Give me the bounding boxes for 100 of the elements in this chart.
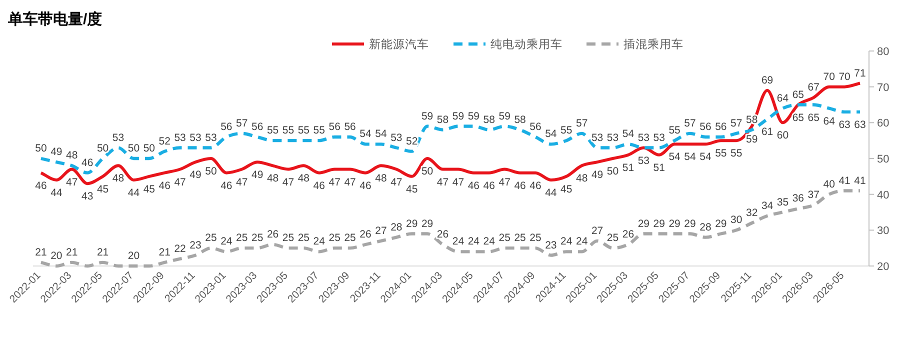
data-label: 24: [560, 236, 572, 248]
data-label: 25: [328, 232, 341, 244]
data-label: 29: [668, 218, 681, 230]
data-label: 29: [684, 218, 696, 230]
data-label: 45: [143, 183, 156, 196]
data-label: 54: [360, 128, 372, 140]
data-label: 53: [653, 132, 666, 144]
data-label: 55: [313, 124, 326, 137]
data-label: 32: [746, 207, 758, 219]
data-label: 47: [344, 176, 356, 188]
data-label: 36: [792, 192, 804, 205]
data-label: 56: [251, 121, 264, 133]
title: 单车带电量/度: [8, 11, 102, 28]
data-label: 50: [143, 142, 156, 154]
data-label: 46: [158, 180, 171, 192]
data-label: 30: [730, 214, 742, 226]
data-label: 55: [298, 124, 310, 137]
data-label: 55: [715, 148, 727, 160]
data-label: 45: [406, 183, 418, 196]
data-label: 49: [591, 169, 604, 182]
data-label: 22: [174, 242, 186, 255]
y-tick-label: 70: [877, 82, 890, 94]
data-label: 49: [190, 169, 202, 182]
data-label: 35: [776, 196, 789, 208]
y-tick-label: 30: [877, 225, 890, 238]
data-label: 26: [436, 228, 449, 240]
data-label: 64: [823, 115, 836, 128]
data-label: 59: [468, 110, 480, 122]
y-tick-label: 60: [877, 118, 890, 130]
data-label: 48: [266, 172, 279, 185]
data-label: 24: [452, 236, 464, 248]
data-label: 56: [700, 121, 712, 133]
data-label: 53: [638, 132, 650, 144]
data-label: 56: [220, 121, 232, 133]
data-label: 20: [50, 250, 62, 262]
data-label: 45: [96, 183, 109, 196]
data-label: 64: [776, 92, 789, 104]
data-label: 47: [328, 176, 341, 188]
data-label: 50: [421, 166, 434, 178]
data-label: 46: [483, 180, 496, 192]
data-label: 21: [35, 246, 47, 258]
data-label: 29: [421, 218, 434, 230]
data-label: 54: [668, 151, 681, 164]
data-label: 57: [684, 117, 696, 130]
data-label: 47: [66, 176, 78, 188]
data-label: 27: [375, 224, 387, 237]
data-label: 69: [761, 74, 774, 86]
data-label: 58: [514, 114, 526, 126]
data-label: 55: [282, 124, 294, 137]
data-label: 24: [313, 236, 326, 248]
data-label: 25: [344, 232, 356, 244]
data-label: 54: [545, 128, 557, 140]
data-label: 37: [808, 189, 820, 202]
data-label: 53: [205, 132, 217, 144]
data-label: 46: [468, 180, 480, 192]
data-label: 24: [220, 236, 232, 248]
data-label: 67: [808, 82, 820, 94]
data-label: 46: [82, 156, 94, 169]
data-label: 29: [406, 218, 418, 230]
data-label: 53: [606, 132, 619, 144]
data-label: 47: [498, 176, 511, 188]
data-label: 25: [205, 232, 217, 244]
data-label: 47: [452, 176, 464, 188]
data-label: 48: [112, 172, 124, 185]
data-label: 65: [792, 88, 804, 101]
data-label: 41: [854, 174, 866, 187]
data-label: 55: [266, 124, 279, 137]
data-label: 47: [390, 176, 402, 188]
data-label: 53: [112, 132, 124, 144]
data-label: 20: [128, 250, 140, 262]
data-label: 53: [591, 132, 604, 144]
data-label: 50: [96, 142, 109, 154]
data-label: 44: [128, 187, 140, 199]
data-label: 21: [158, 246, 171, 258]
legend-label: 新能源汽车: [369, 37, 429, 51]
data-label: 50: [35, 142, 47, 154]
data-label: 40: [823, 178, 836, 190]
data-label: 70: [823, 70, 836, 83]
data-label: 24: [468, 236, 480, 248]
data-label: 25: [606, 232, 619, 244]
data-label: 53: [390, 132, 402, 144]
data-label: 43: [82, 190, 94, 203]
data-label: 65: [792, 112, 804, 124]
data-label: 26: [266, 228, 279, 240]
data-label: 46: [530, 180, 542, 192]
data-label: 60: [776, 130, 789, 142]
data-label: 56: [715, 121, 727, 133]
data-label: 25: [298, 232, 310, 244]
data-label: 48: [66, 150, 78, 162]
data-label: 21: [66, 246, 78, 258]
y-tick-label: 80: [877, 46, 890, 58]
data-label: 53: [190, 132, 202, 144]
data-label: 54: [684, 151, 696, 164]
data-label: 47: [282, 176, 294, 188]
data-label: 56: [344, 121, 356, 133]
data-label: 29: [653, 218, 666, 230]
data-label: 44: [545, 187, 557, 199]
data-label: 57: [576, 117, 588, 130]
data-label: 70: [838, 70, 851, 83]
data-label: 29: [638, 218, 650, 230]
